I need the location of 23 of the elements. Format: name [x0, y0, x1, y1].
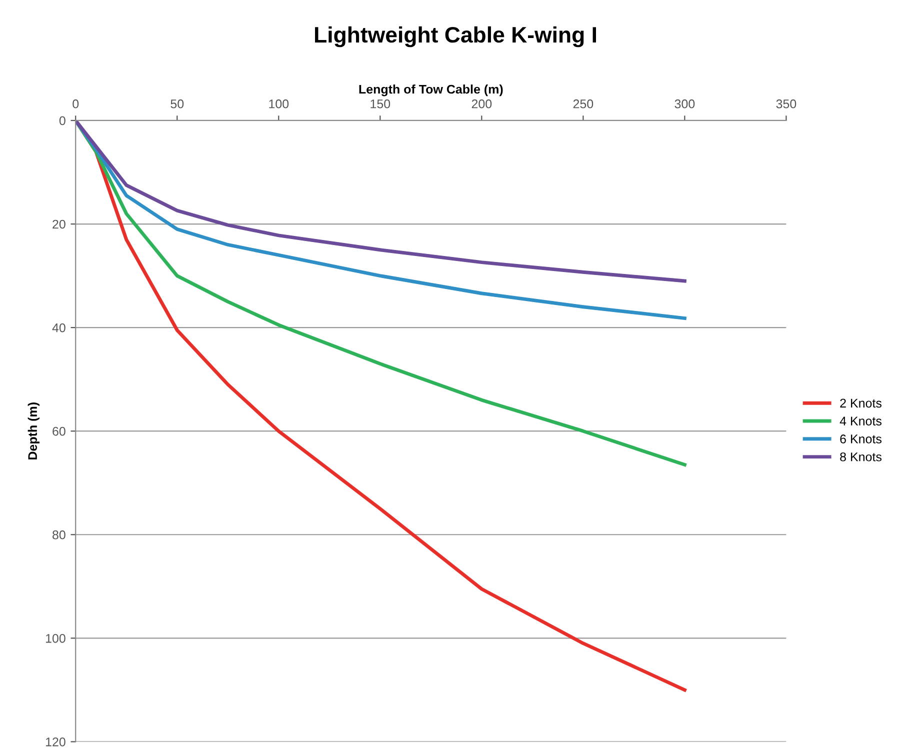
y-tick-label: 40 — [52, 323, 66, 332]
y-axis-title: Depth (m) — [28, 402, 40, 460]
x-tick-label: 250 — [573, 99, 594, 108]
x-tick-label: 300 — [674, 99, 695, 108]
y-tick-label: 20 — [52, 220, 66, 229]
y-tick-label: 0 — [59, 116, 66, 126]
x-tick-label: 50 — [170, 99, 184, 108]
x-tick-label: 0 — [72, 99, 79, 108]
chart-title: Lightweight Cable K-wing I — [315, 26, 596, 48]
legend-label: 6 Knots — [840, 434, 882, 444]
y-tick-label: 80 — [52, 530, 66, 540]
legend-label: 2 Knots — [840, 398, 882, 408]
x-tick-label: 350 — [776, 99, 796, 108]
legend-label: 4 Knots — [840, 416, 882, 426]
legend-label: 8 Knots — [840, 452, 882, 462]
y-tick-label: 100 — [46, 634, 66, 643]
x-tick-label: 200 — [472, 99, 492, 108]
x-tick-label: 100 — [269, 99, 289, 108]
line-series — [76, 120, 686, 283]
y-tick-label: 60 — [52, 426, 66, 436]
x-tick-label: 150 — [370, 99, 390, 108]
y-tick-label: 120 — [46, 738, 66, 746]
x-axis-title: Length of Tow Cable (m) — [359, 84, 503, 96]
